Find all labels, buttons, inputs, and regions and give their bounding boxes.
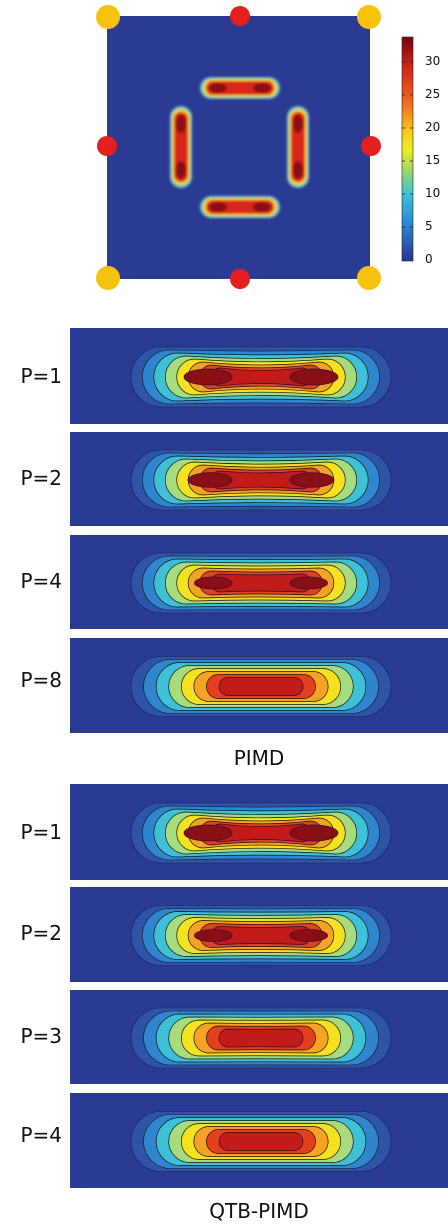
density-contour-plot xyxy=(70,887,448,982)
contour-level-8 xyxy=(218,1028,304,1048)
qtb-label-p1: P=1 xyxy=(20,820,62,844)
corner-site-bottom-left xyxy=(96,266,120,290)
edge-site-bottom xyxy=(230,269,250,289)
density-contour-plot xyxy=(70,1093,448,1188)
pimd-panel-p1 xyxy=(70,328,448,424)
pimd-label-p1: P=1 xyxy=(20,364,62,388)
density-peak-left xyxy=(194,576,233,590)
density-contour-plot xyxy=(70,432,448,526)
edge-site-left xyxy=(97,136,117,156)
colorbar-tick-20: 20 xyxy=(425,120,441,134)
qtb-label-p4: P=4 xyxy=(20,1123,62,1147)
density-lobe-right xyxy=(287,106,309,188)
pimd-label-p2: P=2 xyxy=(20,466,62,490)
colorbar-tick-5: 5 xyxy=(425,219,433,233)
qtb-panel-p4 xyxy=(70,1093,448,1188)
pimd-panel-p2 xyxy=(70,432,448,526)
pimd-label-p8: P=8 xyxy=(20,668,62,692)
pimd-panel-p4 xyxy=(70,535,448,629)
colorbar-tick-marks xyxy=(402,61,413,228)
density-lobe-top xyxy=(200,77,280,99)
colorbar-tick-30: 30 xyxy=(425,54,441,68)
edge-site-top xyxy=(230,6,250,26)
pimd-group: P=1 P=2 P=4 P=8 PIMD xyxy=(0,328,448,778)
qtb-label-p3: P=3 xyxy=(20,1024,62,1048)
qtb-panel-p2 xyxy=(70,887,448,982)
colorbar xyxy=(401,36,414,262)
density-contour-plot xyxy=(70,638,448,733)
pimd-panel-p8 xyxy=(70,638,448,733)
pimd-caption: PIMD xyxy=(233,746,285,770)
qtb-panel-p3 xyxy=(70,990,448,1084)
density-contour-plot xyxy=(70,535,448,629)
density-peak-left xyxy=(194,929,233,942)
density-contour-plot xyxy=(70,784,448,880)
colorbar-tick-25: 25 xyxy=(425,87,441,101)
corner-site-top-left xyxy=(96,5,120,29)
density-peak-right xyxy=(289,368,339,386)
qtb-label-p2: P=2 xyxy=(20,921,62,945)
density-peak-right xyxy=(289,929,328,942)
density-peak-left xyxy=(187,472,233,488)
density-peak-left xyxy=(183,824,233,842)
corner-site-top-right xyxy=(357,5,381,29)
corner-site-bottom-right xyxy=(357,266,381,290)
density-map-figure: 30 25 20 15 10 5 0 xyxy=(0,0,448,300)
colorbar-tick-0: 0 xyxy=(425,252,433,266)
colorbar-tick-15: 15 xyxy=(425,153,441,167)
density-map-background xyxy=(107,16,370,279)
edge-site-right xyxy=(361,136,381,156)
qtb-panel-p1 xyxy=(70,784,448,880)
contour-level-8 xyxy=(218,1132,304,1151)
qtb-group: P=1 P=2 P=3 P=4 QTB-PIMD xyxy=(0,784,448,1228)
qtb-caption: QTB-PIMD xyxy=(209,1199,309,1223)
density-peak-right xyxy=(289,472,335,488)
density-map-svg xyxy=(96,5,414,290)
density-peak-right xyxy=(289,824,339,842)
density-contour-plot xyxy=(70,328,448,424)
colorbar-tick-10: 10 xyxy=(425,186,441,200)
density-lobe-bottom xyxy=(200,196,280,218)
density-contour-plot xyxy=(70,990,448,1084)
contour-level-8 xyxy=(218,677,304,696)
density-lobe-left xyxy=(170,106,192,188)
pimd-label-p4: P=4 xyxy=(20,569,62,593)
density-peak-left xyxy=(183,368,233,386)
density-peak-right xyxy=(289,576,328,590)
